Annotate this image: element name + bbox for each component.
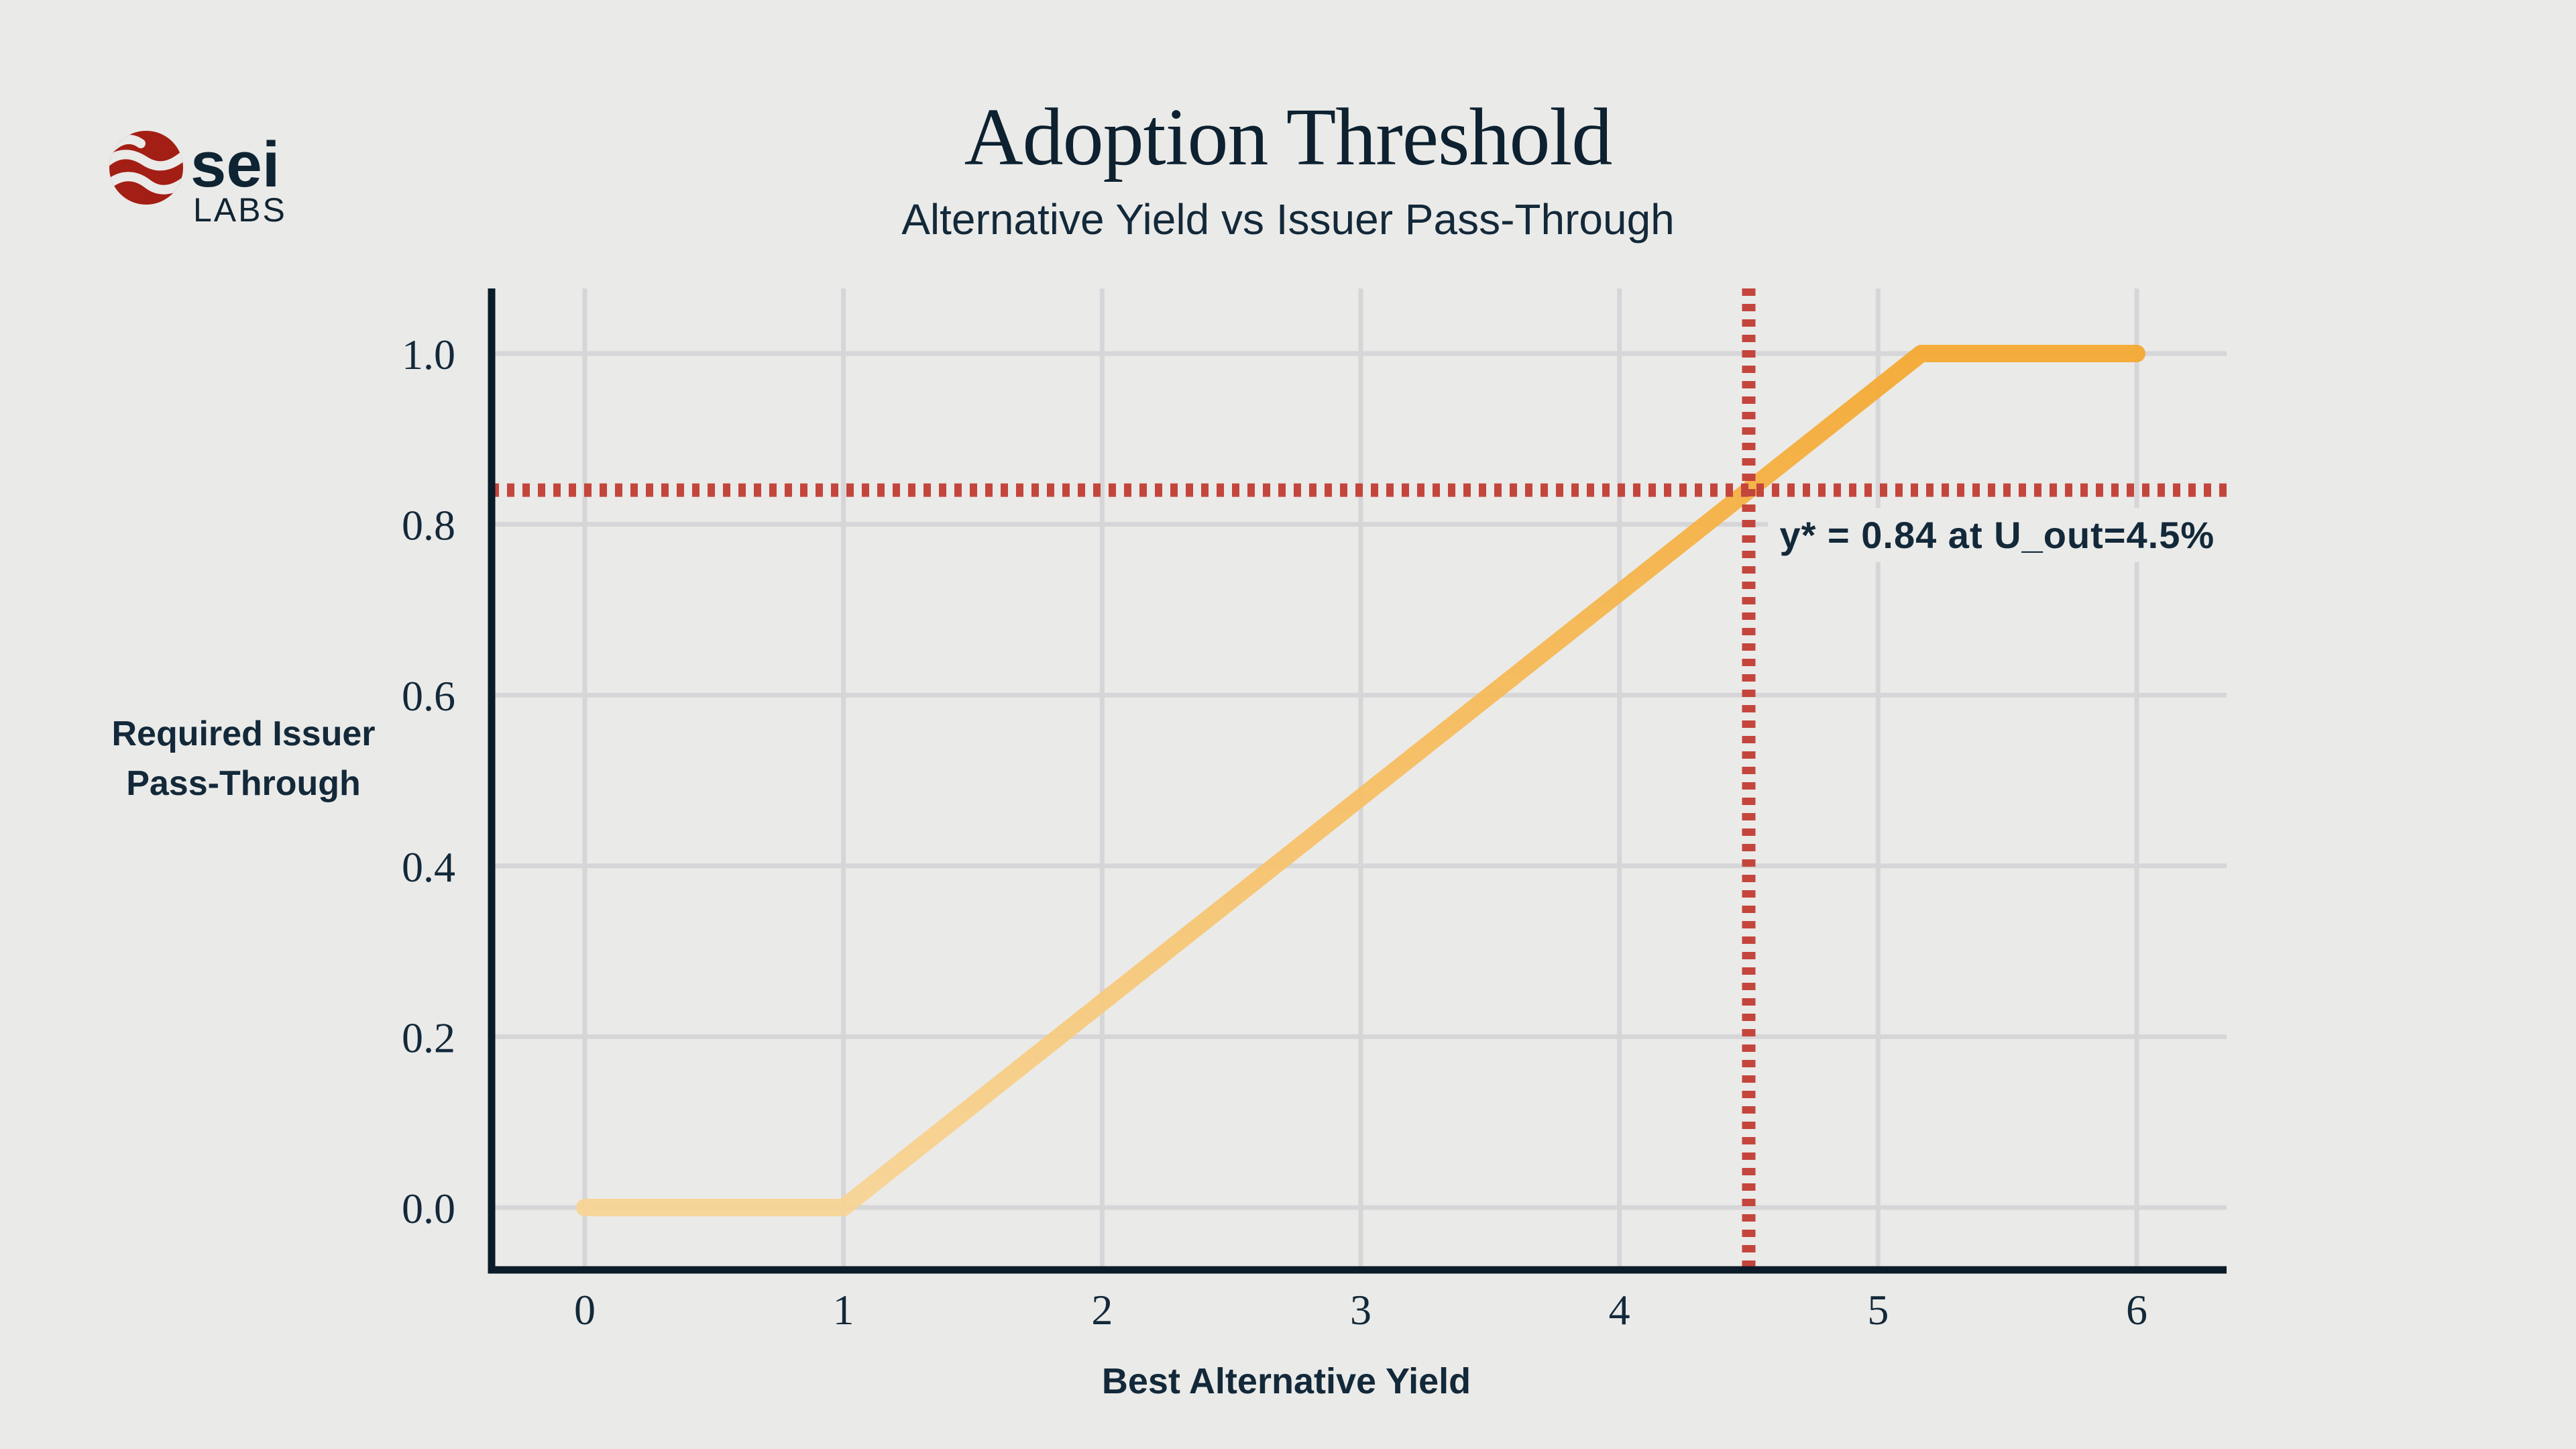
chart-title: Adoption Threshold (964, 92, 1613, 182)
y-tick-label-1.0: 1.0 (402, 331, 455, 378)
series-line-required-issuer-pass-through (576, 345, 2146, 1216)
logo-wave-stroke (109, 150, 183, 171)
x-tick-label-4: 4 (1609, 1286, 1630, 1334)
y-axis-title-line2: Pass-Through (126, 763, 361, 803)
x-tick-label-6: 6 (2126, 1286, 2147, 1334)
threshold-annotation: y* = 0.84 at U_out=4.5% (1767, 507, 2227, 562)
x-tick-label-2: 2 (1091, 1286, 1113, 1334)
x-axis-title: Best Alternative Yield (1101, 1361, 1471, 1401)
y-tick-label-0.6: 0.6 (402, 672, 455, 720)
x-tick-label-5: 5 (1867, 1286, 1889, 1334)
y-tick-label-0.2: 0.2 (402, 1014, 455, 1061)
x-tick-label-0: 0 (574, 1286, 596, 1334)
logo-brand-text: sei (190, 129, 280, 201)
y-tick-label-0.8: 0.8 (402, 502, 455, 549)
y-tick-label-0.4: 0.4 (402, 843, 455, 891)
logo-sub-text: LABS (193, 191, 287, 229)
x-tick-label-3: 3 (1350, 1286, 1371, 1334)
x-tick-label-1: 1 (833, 1286, 854, 1334)
sei-labs-logo: sei LABS (109, 129, 287, 229)
y-axis-title-line1: Required Issuer (111, 714, 376, 753)
chart-subtitle: Alternative Yield vs Issuer Pass-Through (901, 195, 1675, 244)
y-tick-label-0.0: 0.0 (402, 1185, 455, 1232)
logo-wave-stroke (109, 172, 183, 195)
y-axis-title: Required Issuer Pass-Through (86, 710, 401, 809)
